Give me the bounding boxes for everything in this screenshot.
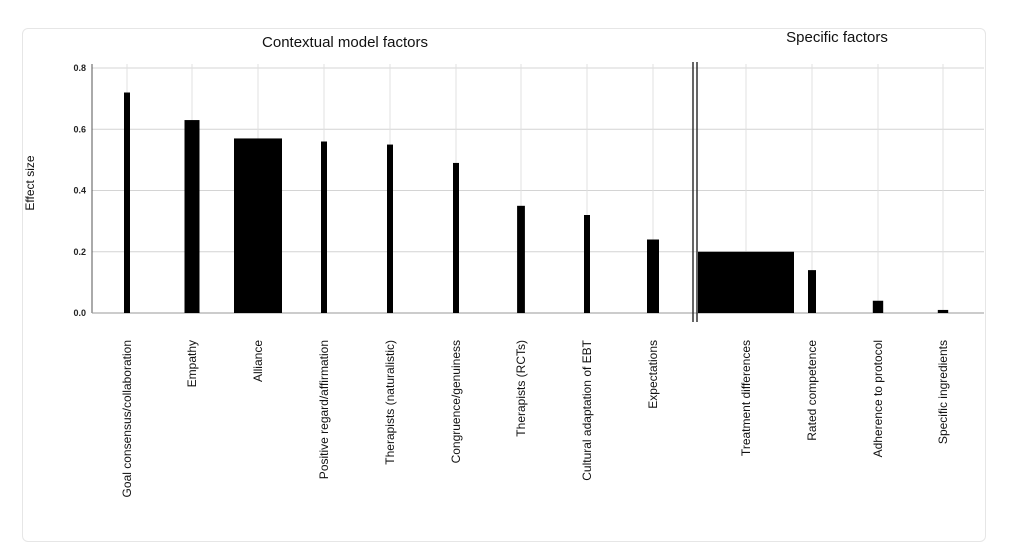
category-label: Therapists (RCTs): [514, 340, 528, 437]
bar-expectations: [647, 239, 659, 313]
category-label: Cultural adaptation of EBT: [580, 339, 594, 480]
bar-therapists-naturalistic: [387, 144, 393, 313]
category-label: Adherence to protocol: [871, 340, 885, 457]
bar-empathy: [184, 120, 200, 313]
category-label: Treatment differences: [739, 340, 753, 456]
bar-goal-consensus-collaboration: [124, 92, 130, 313]
section-title-specific: Specific factors: [786, 29, 888, 46]
category-label: Expectations: [646, 340, 660, 409]
y-tick-label: 0.6: [73, 124, 86, 134]
category-label: Alliance: [251, 340, 265, 382]
bar-treatment-differences: [698, 251, 794, 313]
y-tick-label: 0.4: [73, 186, 86, 196]
bar-cultural-adaptation-of-ebt: [584, 215, 590, 313]
category-label: Congruence/genuiness: [449, 340, 463, 463]
y-axis-label: Effect size: [23, 155, 37, 210]
section-title-contextual: Contextual model factors: [262, 34, 428, 51]
category-label: Empathy: [185, 340, 199, 387]
bar-specific-ingredients: [937, 309, 949, 313]
category-label: Rated competence: [805, 340, 819, 441]
gridlines: [92, 64, 984, 314]
bar-adherence-to-protocol: [872, 300, 884, 313]
y-tick-label: 0.2: [73, 247, 86, 257]
category-label: Specific ingredients: [936, 340, 950, 444]
section-divider: [692, 62, 698, 322]
category-label: Positive regard/affirmation: [317, 340, 331, 479]
y-tick-label: 0.0: [73, 308, 86, 318]
category-labels: Goal consensus/collaboration Empathy Allia…: [120, 339, 950, 497]
category-label: Goal consensus/collaboration: [120, 340, 134, 497]
chart-card: [22, 28, 986, 542]
bar-positive-regard-affirmation: [321, 141, 327, 313]
bar-alliance: [234, 138, 282, 313]
bar-congruence-genuiness: [453, 162, 459, 313]
category-label: Therapists (naturalistic): [383, 340, 397, 465]
y-tick-label: 0.8: [73, 63, 86, 73]
bar-rated-competence: [808, 270, 816, 313]
bars: [124, 92, 949, 313]
bar-therapists-rcts: [517, 205, 525, 313]
